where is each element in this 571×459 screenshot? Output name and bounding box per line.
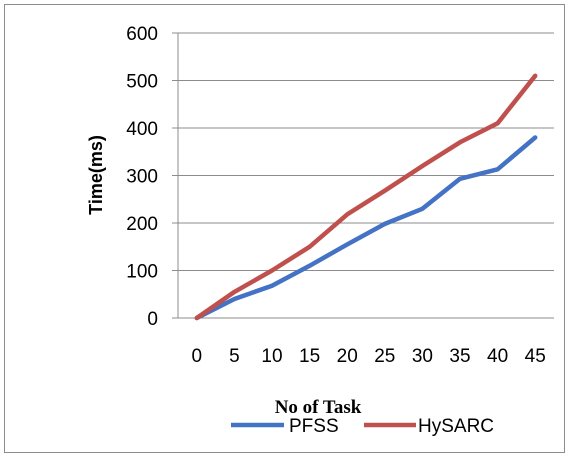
y-tick-label: 200 [126,214,158,235]
series-lines [194,73,538,321]
y-tick-label: 600 [126,24,158,45]
gridlines [178,32,554,271]
x-tick-label: 45 [525,346,546,367]
x-tick-label: 15 [299,346,320,367]
x-tick-label: 5 [229,346,240,367]
legend-label-pfss: PFSS [289,416,339,437]
series-line-hysarc [194,73,538,321]
y-tick-label: 0 [147,309,158,330]
x-tick-label: 30 [412,346,433,367]
x-tick-label: 10 [261,346,282,367]
chart-frame [4,4,565,453]
y-tick-label: 500 [126,72,158,93]
y-axis-label: Time(ms) [86,135,106,215]
legend: PFSS HySARC [231,416,494,437]
axes [172,32,554,319]
x-tick-label: 35 [449,346,470,367]
y-tick-labels: 0 100 200 300 400 500 600 [126,24,158,330]
x-axis-label: No of Task [275,397,362,418]
x-tick-labels: 0 5 10 15 20 25 30 35 40 45 [192,346,546,367]
series-line-pfss [194,135,538,321]
y-tick-label: 100 [126,262,158,283]
x-tick-label: 40 [487,346,508,367]
legend-label-hysarc: HySARC [418,416,494,437]
x-tick-label: 25 [374,346,395,367]
x-tick-label: 0 [192,346,203,367]
y-tick-label: 300 [126,167,158,188]
x-tick-label: 20 [337,346,358,367]
y-tick-label: 400 [126,119,158,140]
